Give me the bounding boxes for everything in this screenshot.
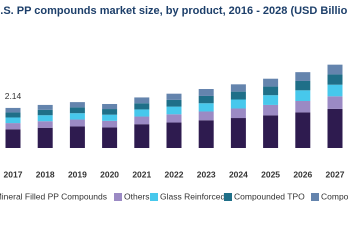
legend-label: Others (124, 191, 150, 201)
bar-segment (295, 112, 311, 148)
bar-segment (69, 119, 85, 127)
bar-segment (230, 118, 246, 148)
x-tick-label: 2026 (293, 169, 312, 179)
bar-segment (102, 103, 118, 110)
bar-segment (134, 116, 150, 125)
x-tick-label: 2018 (36, 169, 55, 179)
bar-segment (134, 109, 150, 117)
bar-segment (198, 103, 214, 112)
x-tick-label: 2023 (197, 169, 216, 179)
bar-segment (69, 113, 85, 120)
bar-segment (166, 122, 182, 148)
bar-segment (37, 121, 53, 128)
bar-segment (5, 107, 21, 113)
bar-segment (37, 109, 53, 116)
x-tick-label: 2019 (68, 169, 87, 179)
bar-segment (102, 120, 118, 128)
bar-segment (69, 102, 85, 108)
bar-segment (263, 115, 279, 148)
x-tick-label: 2020 (100, 169, 119, 179)
x-tick-label: 2024 (229, 169, 248, 179)
bar-segment (327, 84, 343, 97)
bar-segment (166, 99, 182, 107)
bar-segment (230, 99, 246, 109)
bar-segment (134, 124, 150, 148)
bar-segment (69, 126, 85, 148)
x-tick-label: 2027 (326, 169, 345, 179)
bar-segment (263, 104, 279, 116)
bar-segment (102, 127, 118, 148)
legend-label: Mineral Filled PP Compounds (0, 191, 107, 201)
bar-segment (69, 107, 85, 114)
bar-segment (198, 89, 214, 96)
bar-segment (198, 95, 214, 104)
bar-segment (263, 86, 279, 96)
bar-segment (263, 95, 279, 105)
total-label: 2.14 (5, 91, 22, 101)
legend-swatch (311, 193, 319, 201)
x-tick-label: 2022 (165, 169, 184, 179)
bar-segment (166, 93, 182, 100)
legend-swatch (224, 193, 232, 201)
chart: U.S. PP compounds market size, by produc… (0, 5, 348, 201)
page: {"chart_data": { "type": "stacked-bar", … (0, 4, 348, 202)
x-tick-label: 2021 (132, 169, 151, 179)
bar-segment (102, 114, 118, 121)
x-tick-label: 2017 (4, 169, 23, 179)
bar-segment (327, 64, 343, 75)
bar-segment (166, 114, 182, 123)
bar-segment (230, 84, 246, 92)
bar-segment (166, 106, 182, 115)
bar-segment (327, 74, 343, 85)
bar-segment (5, 129, 21, 148)
chart-title: U.S. PP compounds market size, by produc… (0, 5, 348, 17)
bar-segment (295, 72, 311, 81)
bar-segment (102, 109, 118, 115)
bar-segment (295, 100, 311, 113)
bar-segment (134, 103, 150, 110)
bar-segment (134, 97, 150, 104)
bar-segment (37, 127, 53, 148)
legend-swatch (150, 193, 158, 201)
bar-segment (198, 120, 214, 148)
bar-segment (37, 115, 53, 122)
bar-segment (295, 90, 311, 101)
bar-segment (295, 80, 311, 91)
bar-segment (327, 108, 343, 148)
x-tick-label: 2025 (261, 169, 280, 179)
bar-segment (198, 111, 214, 121)
bar-segment (5, 112, 21, 118)
bar-segment (5, 117, 21, 124)
bar-segment (327, 96, 343, 109)
bar-segment (230, 91, 246, 100)
legend-label: Compounded TPV (321, 191, 348, 201)
legend-swatch (114, 193, 122, 201)
bar-segment (263, 78, 279, 87)
bar-segment (230, 108, 246, 119)
bar-segment (5, 123, 21, 130)
bar-segment (37, 104, 53, 110)
legend-label: Glass Reinforced (160, 191, 225, 201)
legend-label: Compounded TPO (234, 191, 305, 201)
